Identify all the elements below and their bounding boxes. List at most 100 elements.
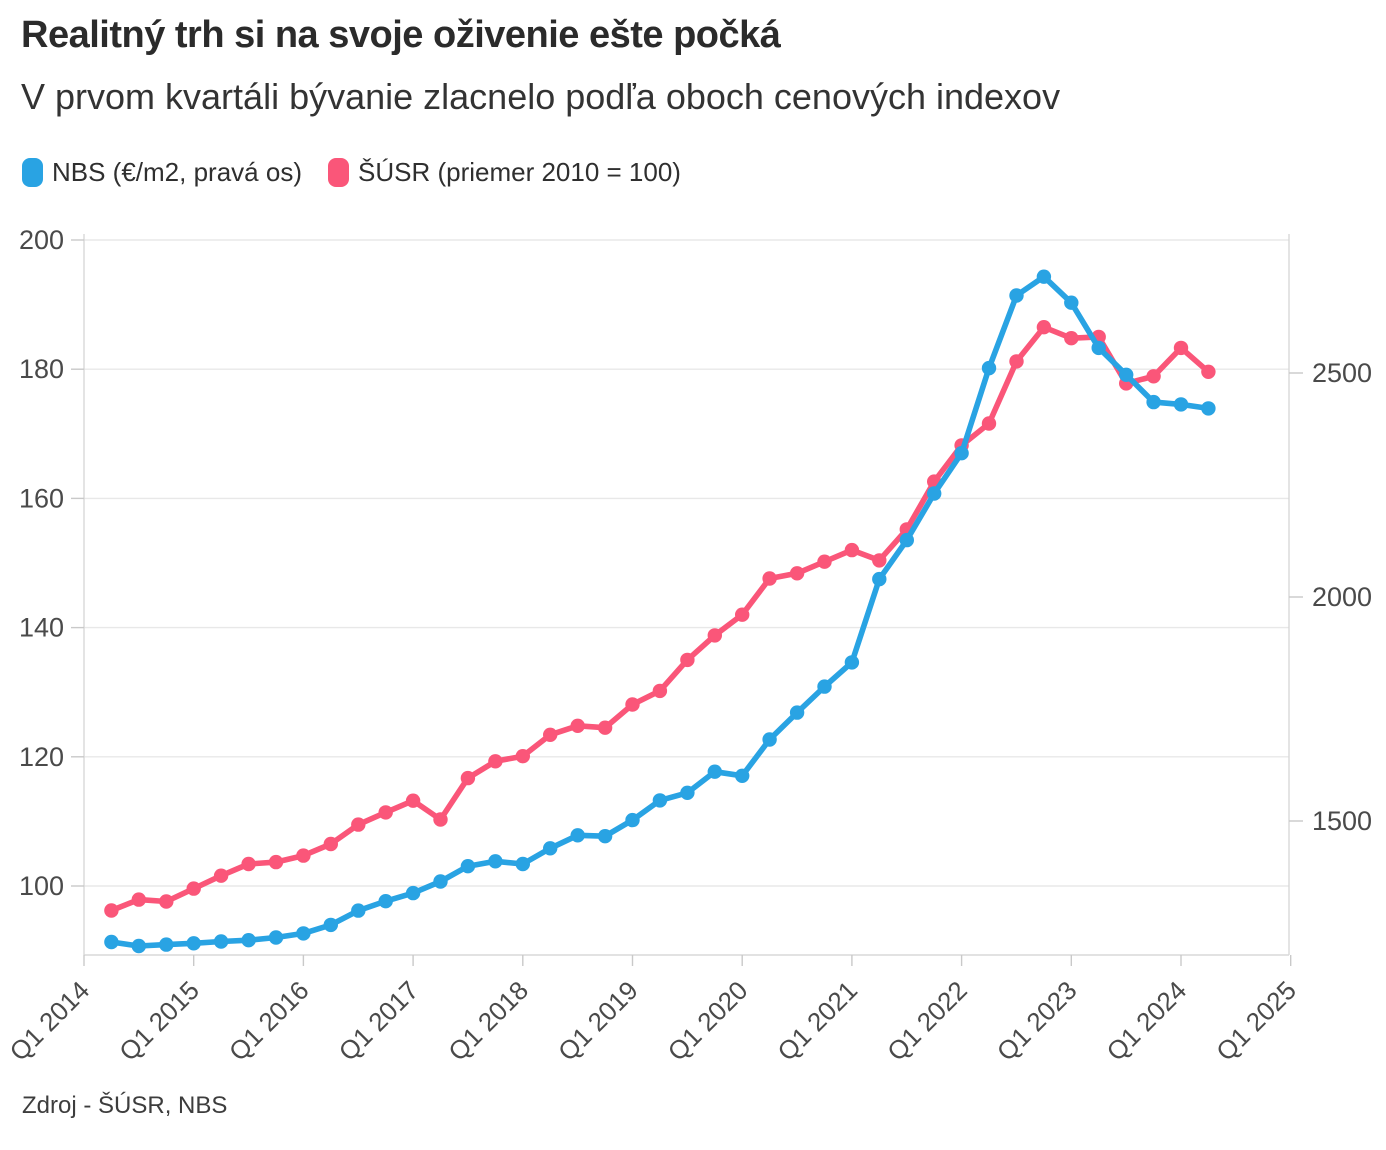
nbs-data-point[interactable] [1091,340,1106,356]
susr-data-point[interactable] [378,805,393,820]
nbs-data-point[interactable] [1201,401,1216,416]
susr-data-point[interactable] [570,718,585,733]
susr-data-point[interactable] [1036,320,1052,335]
nbs-data-point[interactable] [981,360,997,376]
susr-data-point[interactable] [488,754,503,769]
susr-data-point[interactable] [762,571,777,586]
nbs-data-point[interactable] [213,934,229,949]
x-axis-label: Q1 2025 [1210,975,1302,1067]
susr-data-point[interactable] [789,566,805,581]
x-axis-label: Q1 2016 [223,975,315,1067]
nbs-data-point[interactable] [954,446,969,461]
x-axis-label: Q1 2021 [771,975,863,1067]
nbs-data-point[interactable] [625,812,640,828]
susr-data-point[interactable] [1009,354,1024,369]
susr-data-point[interactable] [104,903,119,918]
susr-data-point[interactable] [296,848,311,863]
nbs-data-point[interactable] [652,793,668,808]
nbs-data-point[interactable] [241,933,256,948]
susr-data-point[interactable] [351,817,366,832]
left-axis-label: 160 [19,483,64,513]
x-axis-label: Q1 2022 [881,975,973,1067]
x-axis-label: Q1 2023 [991,975,1083,1067]
susr-data-point[interactable] [131,892,146,907]
nbs-data-point[interactable] [131,938,146,954]
susr-data-point[interactable] [1201,364,1216,379]
susr-data-point[interactable] [707,628,722,643]
nbs-data-point[interactable] [789,705,805,720]
susr-data-point[interactable] [1173,340,1189,356]
susr-data-point[interactable] [817,554,832,569]
nbs-data-point[interactable] [159,937,174,952]
susr-data-point[interactable] [186,881,201,896]
right-axis-label: 1500 [1312,806,1372,836]
nbs-data-point[interactable] [378,894,393,909]
nbs-data-point[interactable] [1146,394,1161,410]
susr-data-point[interactable] [1146,369,1161,384]
nbs-data-point[interactable] [104,934,119,950]
susr-data-point[interactable] [268,854,284,870]
nbs-data-point[interactable] [488,854,503,869]
susr-data-point[interactable] [213,868,229,883]
nbs-data-point[interactable] [296,926,311,941]
susr-data-point[interactable] [405,793,421,808]
legend-item-susr: ŠÚSR (priemer 2010 = 100) [327,158,681,187]
nbs-data-point[interactable] [268,930,284,945]
susr-data-point[interactable] [323,836,338,852]
nbs-data-point[interactable] [927,486,942,501]
susr-data-point[interactable] [241,856,256,872]
susr-data-point[interactable] [735,607,750,622]
x-axis-label: Q1 2024 [1100,975,1192,1067]
susr-data-point[interactable] [159,894,174,909]
nbs-data-point[interactable] [543,841,558,856]
susr-data-point[interactable] [652,683,668,699]
right-axis-label: 2000 [1312,582,1372,612]
nbs-data-point[interactable] [570,828,585,843]
nbs-data-point[interactable] [460,859,476,874]
nbs-data-point[interactable] [844,655,860,670]
nbs-series-swatch-icon [22,158,43,187]
x-axis-label: Q1 2015 [113,975,205,1067]
nbs-data-point[interactable] [680,785,695,800]
susr-data-point[interactable] [872,553,887,568]
susr-line-series [108,324,1212,914]
susr-data-point[interactable] [433,812,448,827]
nbs-data-point[interactable] [433,874,448,889]
left-axis-label: 200 [19,225,64,255]
nbs-data-point[interactable] [817,679,832,694]
legend-item-nbs: NBS (€/m2, pravá os) [22,158,302,187]
nbs-data-point[interactable] [899,532,914,548]
nbs-data-point[interactable] [1036,269,1052,284]
x-axis-label: Q1 2014 [3,975,95,1067]
susr-data-point[interactable] [543,727,558,742]
nbs-data-point[interactable] [872,571,887,587]
nbs-data-point[interactable] [515,856,530,872]
nbs-data-point[interactable] [351,903,366,918]
left-axis-label: 120 [19,742,64,772]
nbs-data-point[interactable] [405,885,421,901]
nbs-line-series [108,273,1212,949]
legend-label-nbs: NBS (€/m2, pravá os) [52,157,302,187]
susr-data-point[interactable] [460,770,476,786]
legend: NBS (€/m2, pravá os) ŠÚSR (priemer 2010 … [22,158,681,187]
susr-data-point[interactable] [625,697,640,712]
left-axis-label: 140 [19,613,64,643]
nbs-data-point[interactable] [186,936,201,951]
susr-data-point[interactable] [844,542,860,558]
nbs-data-point[interactable] [323,917,338,933]
susr-data-point[interactable] [680,652,695,668]
susr-data-point[interactable] [515,749,530,764]
nbs-data-point[interactable] [597,829,613,844]
susr-data-point[interactable] [981,416,997,431]
nbs-data-point[interactable] [1009,288,1024,303]
nbs-data-point[interactable] [735,768,750,783]
x-axis-label: Q1 2020 [662,975,754,1067]
nbs-data-point[interactable] [707,764,722,779]
nbs-data-point[interactable] [1119,367,1134,382]
nbs-data-point[interactable] [1173,397,1189,412]
susr-data-point[interactable] [597,720,613,735]
nbs-data-point[interactable] [1064,295,1079,310]
susr-data-point[interactable] [1064,331,1079,346]
nbs-data-point[interactable] [762,732,777,747]
